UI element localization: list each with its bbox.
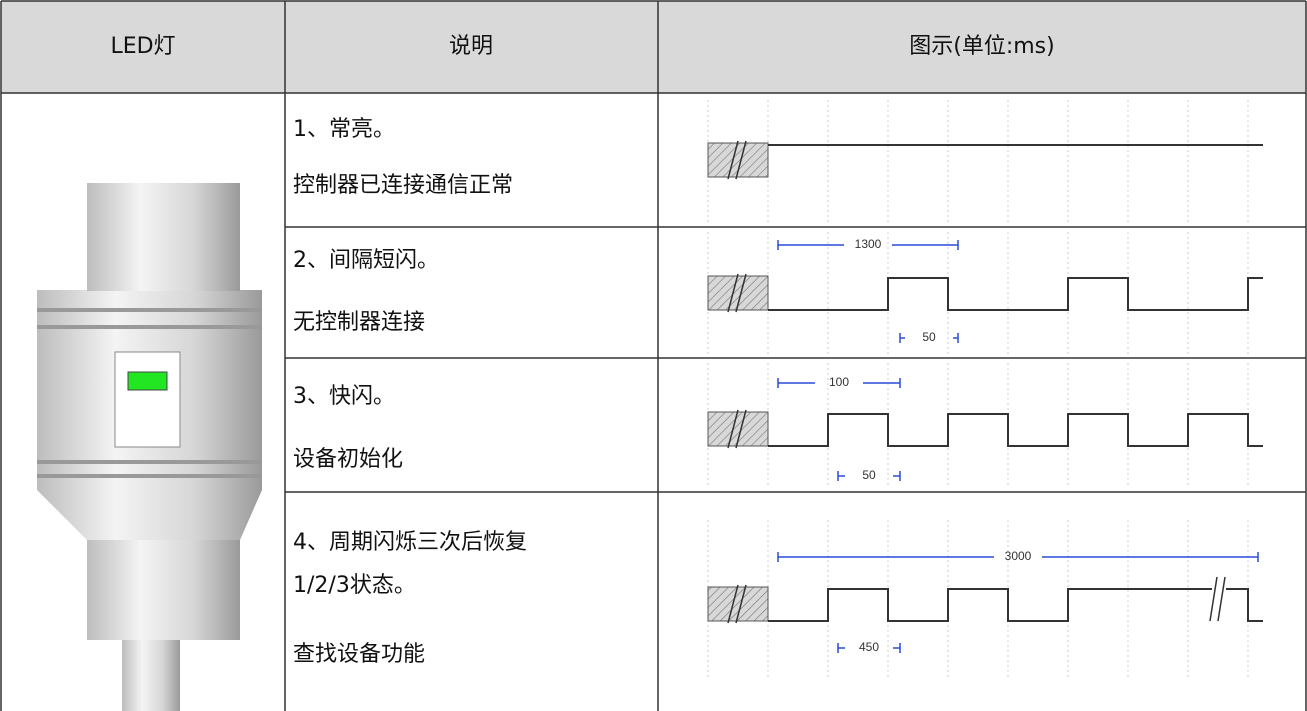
break-mark xyxy=(727,409,747,449)
dimension-label: 50 xyxy=(862,468,876,482)
header-cell: LED灯 xyxy=(110,34,175,59)
header-cell: 图示(单位:ms) xyxy=(909,34,1054,59)
dimension-label: 3000 xyxy=(1005,549,1032,563)
waveform xyxy=(768,588,1263,622)
header-bg xyxy=(1,1,1306,93)
desc-line: 3、快闪。 xyxy=(293,384,395,409)
dimension-label: 450 xyxy=(859,640,879,654)
desc-line: 2、间隔短闪。 xyxy=(293,248,439,273)
desc-line: 1、常亮。 xyxy=(293,117,395,142)
break-mark xyxy=(1209,576,1226,622)
break-gap xyxy=(1212,583,1226,593)
break-mark xyxy=(727,584,747,624)
dimension-label: 100 xyxy=(829,375,849,389)
desc-line: 设备初始化 xyxy=(293,447,403,472)
desc-line: 无控制器连接 xyxy=(293,310,425,335)
desc-line: 1/2/3状态。 xyxy=(293,573,416,598)
header-cell: 说明 xyxy=(449,34,493,59)
waveform xyxy=(768,413,1263,447)
dimension-label: 1300 xyxy=(855,237,882,251)
led-image xyxy=(37,183,262,711)
break-mark xyxy=(727,140,747,180)
desc-line: 4、周期闪烁三次后恢复 xyxy=(293,530,527,555)
waveform xyxy=(768,277,1263,311)
break-mark xyxy=(727,273,747,313)
dimension-label: 50 xyxy=(922,330,936,344)
desc-line: 查找设备功能 xyxy=(293,642,425,667)
desc-line: 控制器已连接通信正常 xyxy=(293,173,513,198)
